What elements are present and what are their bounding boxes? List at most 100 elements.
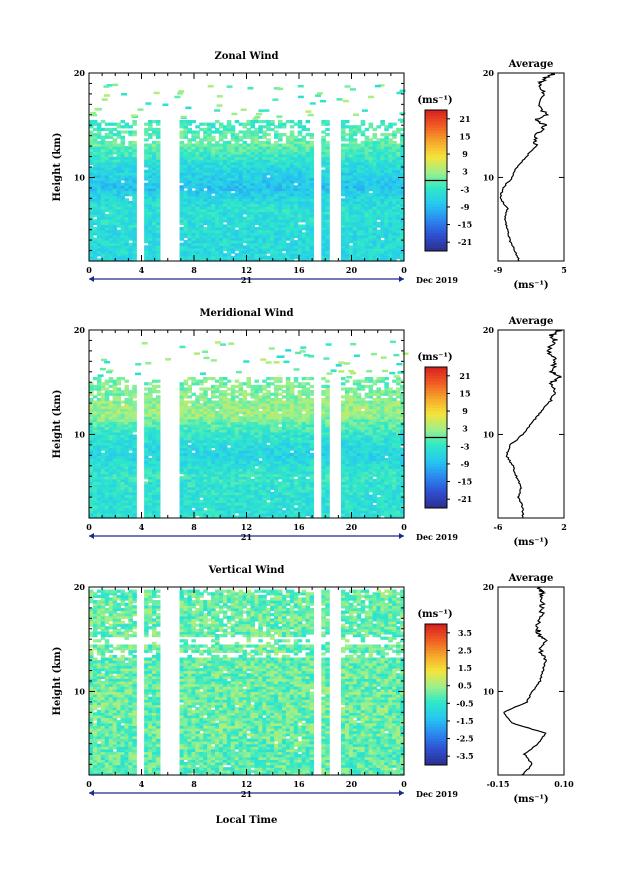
heatmap-cell [250,130,255,134]
heatmap-cell [222,497,228,501]
heatmap-cell [301,146,307,150]
heatmap-cell [132,512,137,516]
heatmap-cell [356,507,362,511]
heatmap-cell [364,156,370,160]
heatmap-cell [120,148,126,152]
heatmap-cell [116,180,122,184]
heatmap-cell [242,504,248,509]
heatmap-cell [352,237,358,241]
heatmap-cell [89,133,94,137]
heatmap-cell [364,214,370,218]
heatmap-cell [222,135,228,139]
heatmap-cell [104,127,110,132]
heatmap-cell [360,499,366,503]
heatmap-cell [356,515,362,519]
heatmap-cell [104,208,110,212]
heatmap-cell [341,211,346,215]
heatmap-cell [352,146,358,150]
heatmap-cell [388,140,393,145]
heatmap-cell [148,143,153,147]
heatmap-cell [238,167,244,171]
heatmap-cell [344,242,350,246]
colorbar-segment [425,151,447,155]
heatmap-cell [120,206,126,210]
heatmap-cell [124,489,129,493]
heatmap-cell [179,214,185,218]
heatmap-cell [132,507,137,511]
heatmap-cell [124,174,129,179]
heatmap-cell [254,174,259,179]
heatmap-cell [238,515,244,519]
heatmap-cell [321,489,326,493]
heatmap-cell [155,187,161,192]
heatmap-cell [285,198,291,202]
heatmap-cell [199,491,204,496]
heatmap-cell [238,148,244,152]
heatmap-cell [305,140,311,145]
heatmap-cell [270,156,275,160]
heatmap-cell [120,146,126,150]
heatmap-cell [191,180,196,184]
heatmap-cell [242,200,248,205]
heatmap-cell [207,140,212,145]
heatmap-cell [104,122,110,126]
heatmap-cell [246,177,252,181]
heatmap-cell [234,151,240,155]
heatmap-cell [341,258,346,262]
heatmap-cell [325,253,330,257]
heatmap-cell [112,502,118,506]
heatmap-cell [234,206,240,210]
heatmap-cell [289,497,295,501]
heatmap-cell [230,206,236,210]
heatmap-cell [400,255,405,259]
heatmap-cell [207,255,212,259]
heatmap-cell [396,130,401,134]
heatmap-cell [321,148,326,152]
heatmap-cell [211,148,216,152]
heatmap-cell [278,167,283,171]
heatmap-cell [278,159,283,163]
heatmap-cell [215,247,220,252]
heatmap-cell [132,156,137,160]
heatmap-cell [246,159,252,163]
heatmap-cell [396,180,401,184]
heatmap-cell [238,130,244,134]
heatmap-cell [400,127,405,132]
heatmap-cell [372,198,378,202]
heatmap-cell [124,185,129,189]
heatmap-cell [234,140,240,145]
heatmap-cell [289,504,295,509]
heatmap-cell [396,146,401,150]
heatmap-cell [305,242,311,246]
heatmap-cell [199,203,204,207]
heatmap-cell [266,237,271,241]
heatmap-cell [203,491,208,496]
heatmap-cell [238,187,244,192]
heatmap-cell [152,510,157,514]
heatmap-cell [116,221,122,226]
heatmap-cell [234,153,240,158]
heatmap-cell [250,227,255,231]
heatmap-cell [155,208,161,212]
heatmap-cell [203,180,208,184]
heatmap-cell [285,510,291,514]
heatmap-cell [195,255,200,259]
heatmap-cell [344,247,350,252]
heatmap-cell [266,122,271,126]
heatmap-cell [104,491,110,496]
heatmap-cell [368,185,374,189]
heatmap-cell [104,174,110,179]
heatmap-cell [222,200,228,205]
heatmap-cell [388,169,393,173]
heatmap-cell [112,229,118,233]
heatmap-cell [155,510,161,514]
heatmap-cell [297,237,303,241]
heatmap-cell [238,232,244,236]
heatmap-cell [124,507,129,511]
heatmap-cell [266,146,271,150]
heatmap-cell [250,195,255,199]
heatmap-cell [309,200,315,205]
heatmap-cell [301,497,307,501]
heatmap-cell [258,185,263,189]
heatmap-cell [155,214,161,218]
